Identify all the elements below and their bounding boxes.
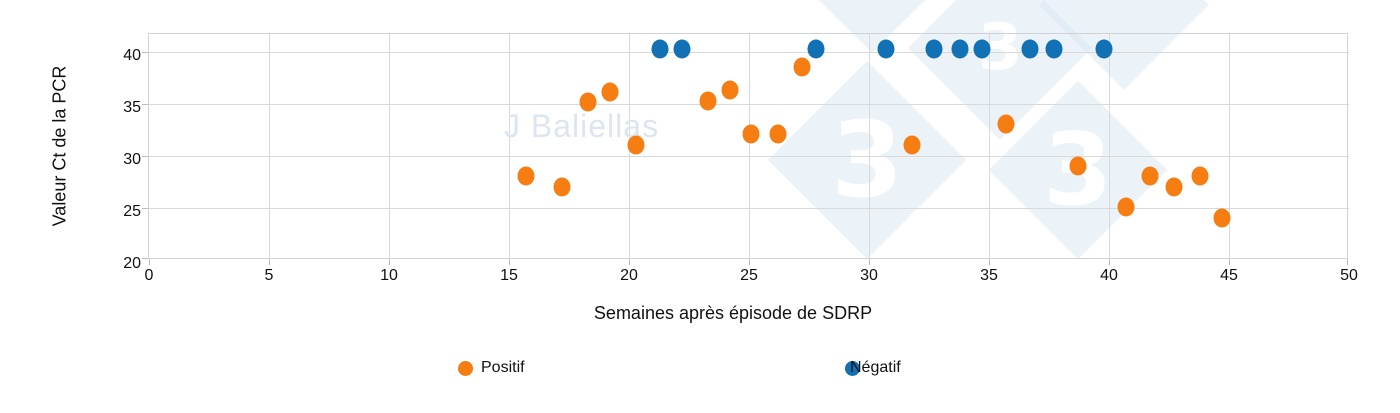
data-point-positif bbox=[903, 135, 921, 155]
gridline-y bbox=[149, 51, 1349, 53]
gridline-y bbox=[149, 207, 1349, 209]
data-point-négatif bbox=[973, 39, 991, 59]
x-tick-label: 20 bbox=[620, 267, 638, 284]
data-point-positif bbox=[553, 177, 571, 197]
x-tick-mark bbox=[509, 259, 510, 265]
data-point-positif bbox=[1141, 166, 1159, 186]
gridline-y bbox=[149, 103, 1349, 105]
gridline-x bbox=[509, 34, 510, 260]
x-tick-mark bbox=[1347, 259, 1348, 265]
x-tick-mark bbox=[269, 259, 270, 265]
x-tick-label: 30 bbox=[860, 267, 878, 284]
y-tick-label: 30 bbox=[123, 150, 141, 168]
y-tick-mark bbox=[142, 51, 148, 53]
data-point-négatif bbox=[877, 39, 895, 59]
x-tick-label: 15 bbox=[500, 267, 518, 284]
gridline-x bbox=[1229, 34, 1230, 260]
legend-item-positif: Positif bbox=[458, 358, 525, 378]
data-point-positif bbox=[579, 92, 597, 112]
legend-label-negatif: Négatif bbox=[850, 359, 901, 376]
data-point-positif bbox=[1191, 166, 1209, 186]
data-point-négatif bbox=[951, 39, 969, 59]
data-point-négatif bbox=[1021, 39, 1039, 59]
gridline-x bbox=[1109, 34, 1110, 260]
x-tick-label: 50 bbox=[1340, 267, 1358, 284]
y-tick-mark bbox=[142, 103, 148, 105]
x-tick-label: 35 bbox=[980, 267, 998, 284]
x-tick-mark bbox=[989, 259, 990, 265]
x-tick-mark bbox=[749, 259, 750, 265]
x-tick-label: 45 bbox=[1220, 267, 1238, 284]
x-tick-label: 0 bbox=[144, 267, 154, 284]
data-point-positif bbox=[1069, 156, 1087, 176]
data-point-négatif bbox=[1045, 39, 1063, 59]
gridline-x bbox=[749, 34, 750, 260]
data-point-positif bbox=[517, 166, 535, 186]
gridline-x bbox=[869, 34, 870, 260]
y-tick-label: 40 bbox=[123, 46, 141, 64]
y-tick-label: 25 bbox=[123, 202, 141, 220]
data-point-positif bbox=[997, 114, 1015, 134]
x-tick-label: 10 bbox=[380, 267, 398, 284]
data-point-négatif bbox=[651, 39, 669, 59]
gridline-x bbox=[269, 34, 270, 260]
x-tick-mark bbox=[1109, 259, 1110, 265]
x-axis-title: Semaines après épisode de SDRP bbox=[593, 303, 873, 323]
data-point-positif bbox=[601, 82, 619, 102]
data-point-négatif bbox=[1095, 39, 1113, 59]
plot-area: 0 5 10 15 20 25 30 35 40 45 50 20 25 30 35 40 bbox=[123, 33, 1358, 284]
data-point-négatif bbox=[807, 39, 825, 59]
x-tick-label: 5 bbox=[264, 267, 274, 284]
y-axis-title: Valeur Ct de la PCR bbox=[49, 65, 70, 227]
y-tick-mark bbox=[142, 258, 148, 259]
data-point-positif bbox=[721, 80, 739, 100]
x-tick-mark bbox=[389, 259, 390, 265]
data-point-positif bbox=[627, 135, 645, 155]
data-point-négatif bbox=[673, 39, 691, 59]
legend-item-negatif: Négatif bbox=[845, 358, 901, 378]
y-tick-label: 35 bbox=[123, 98, 141, 116]
x-tick-label: 25 bbox=[740, 267, 758, 284]
x-tick-mark bbox=[149, 259, 150, 265]
data-point-positif bbox=[1117, 197, 1135, 217]
y-tick-mark bbox=[142, 155, 148, 157]
gridline-x bbox=[389, 34, 390, 260]
x-tick-mark bbox=[1229, 259, 1230, 265]
legend-swatch-negatif bbox=[845, 360, 860, 376]
gridline-y bbox=[149, 155, 1349, 157]
legend-label-positif: Positif bbox=[481, 359, 525, 376]
data-point-positif bbox=[793, 57, 811, 77]
data-point-positif bbox=[742, 124, 760, 144]
x-tick-mark bbox=[869, 259, 870, 265]
y-tick-label: 20 bbox=[123, 255, 141, 272]
x-tick-label: 40 bbox=[1100, 267, 1118, 284]
data-point-négatif bbox=[925, 39, 943, 59]
data-point-positif bbox=[769, 124, 787, 144]
data-point-positif bbox=[1213, 208, 1231, 228]
data-point-positif bbox=[699, 91, 717, 111]
legend-swatch-positif bbox=[458, 360, 473, 376]
y-tick-mark bbox=[142, 207, 148, 209]
data-point-positif bbox=[1165, 177, 1183, 197]
x-tick-mark bbox=[629, 259, 630, 265]
gridline-x bbox=[989, 34, 990, 260]
